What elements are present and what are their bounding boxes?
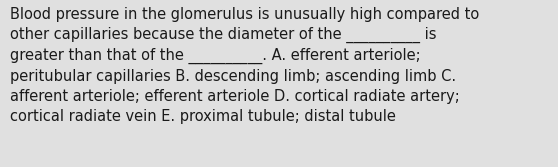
Text: Blood pressure in the glomerulus is unusually high compared to
other capillaries: Blood pressure in the glomerulus is unus…	[10, 7, 479, 124]
